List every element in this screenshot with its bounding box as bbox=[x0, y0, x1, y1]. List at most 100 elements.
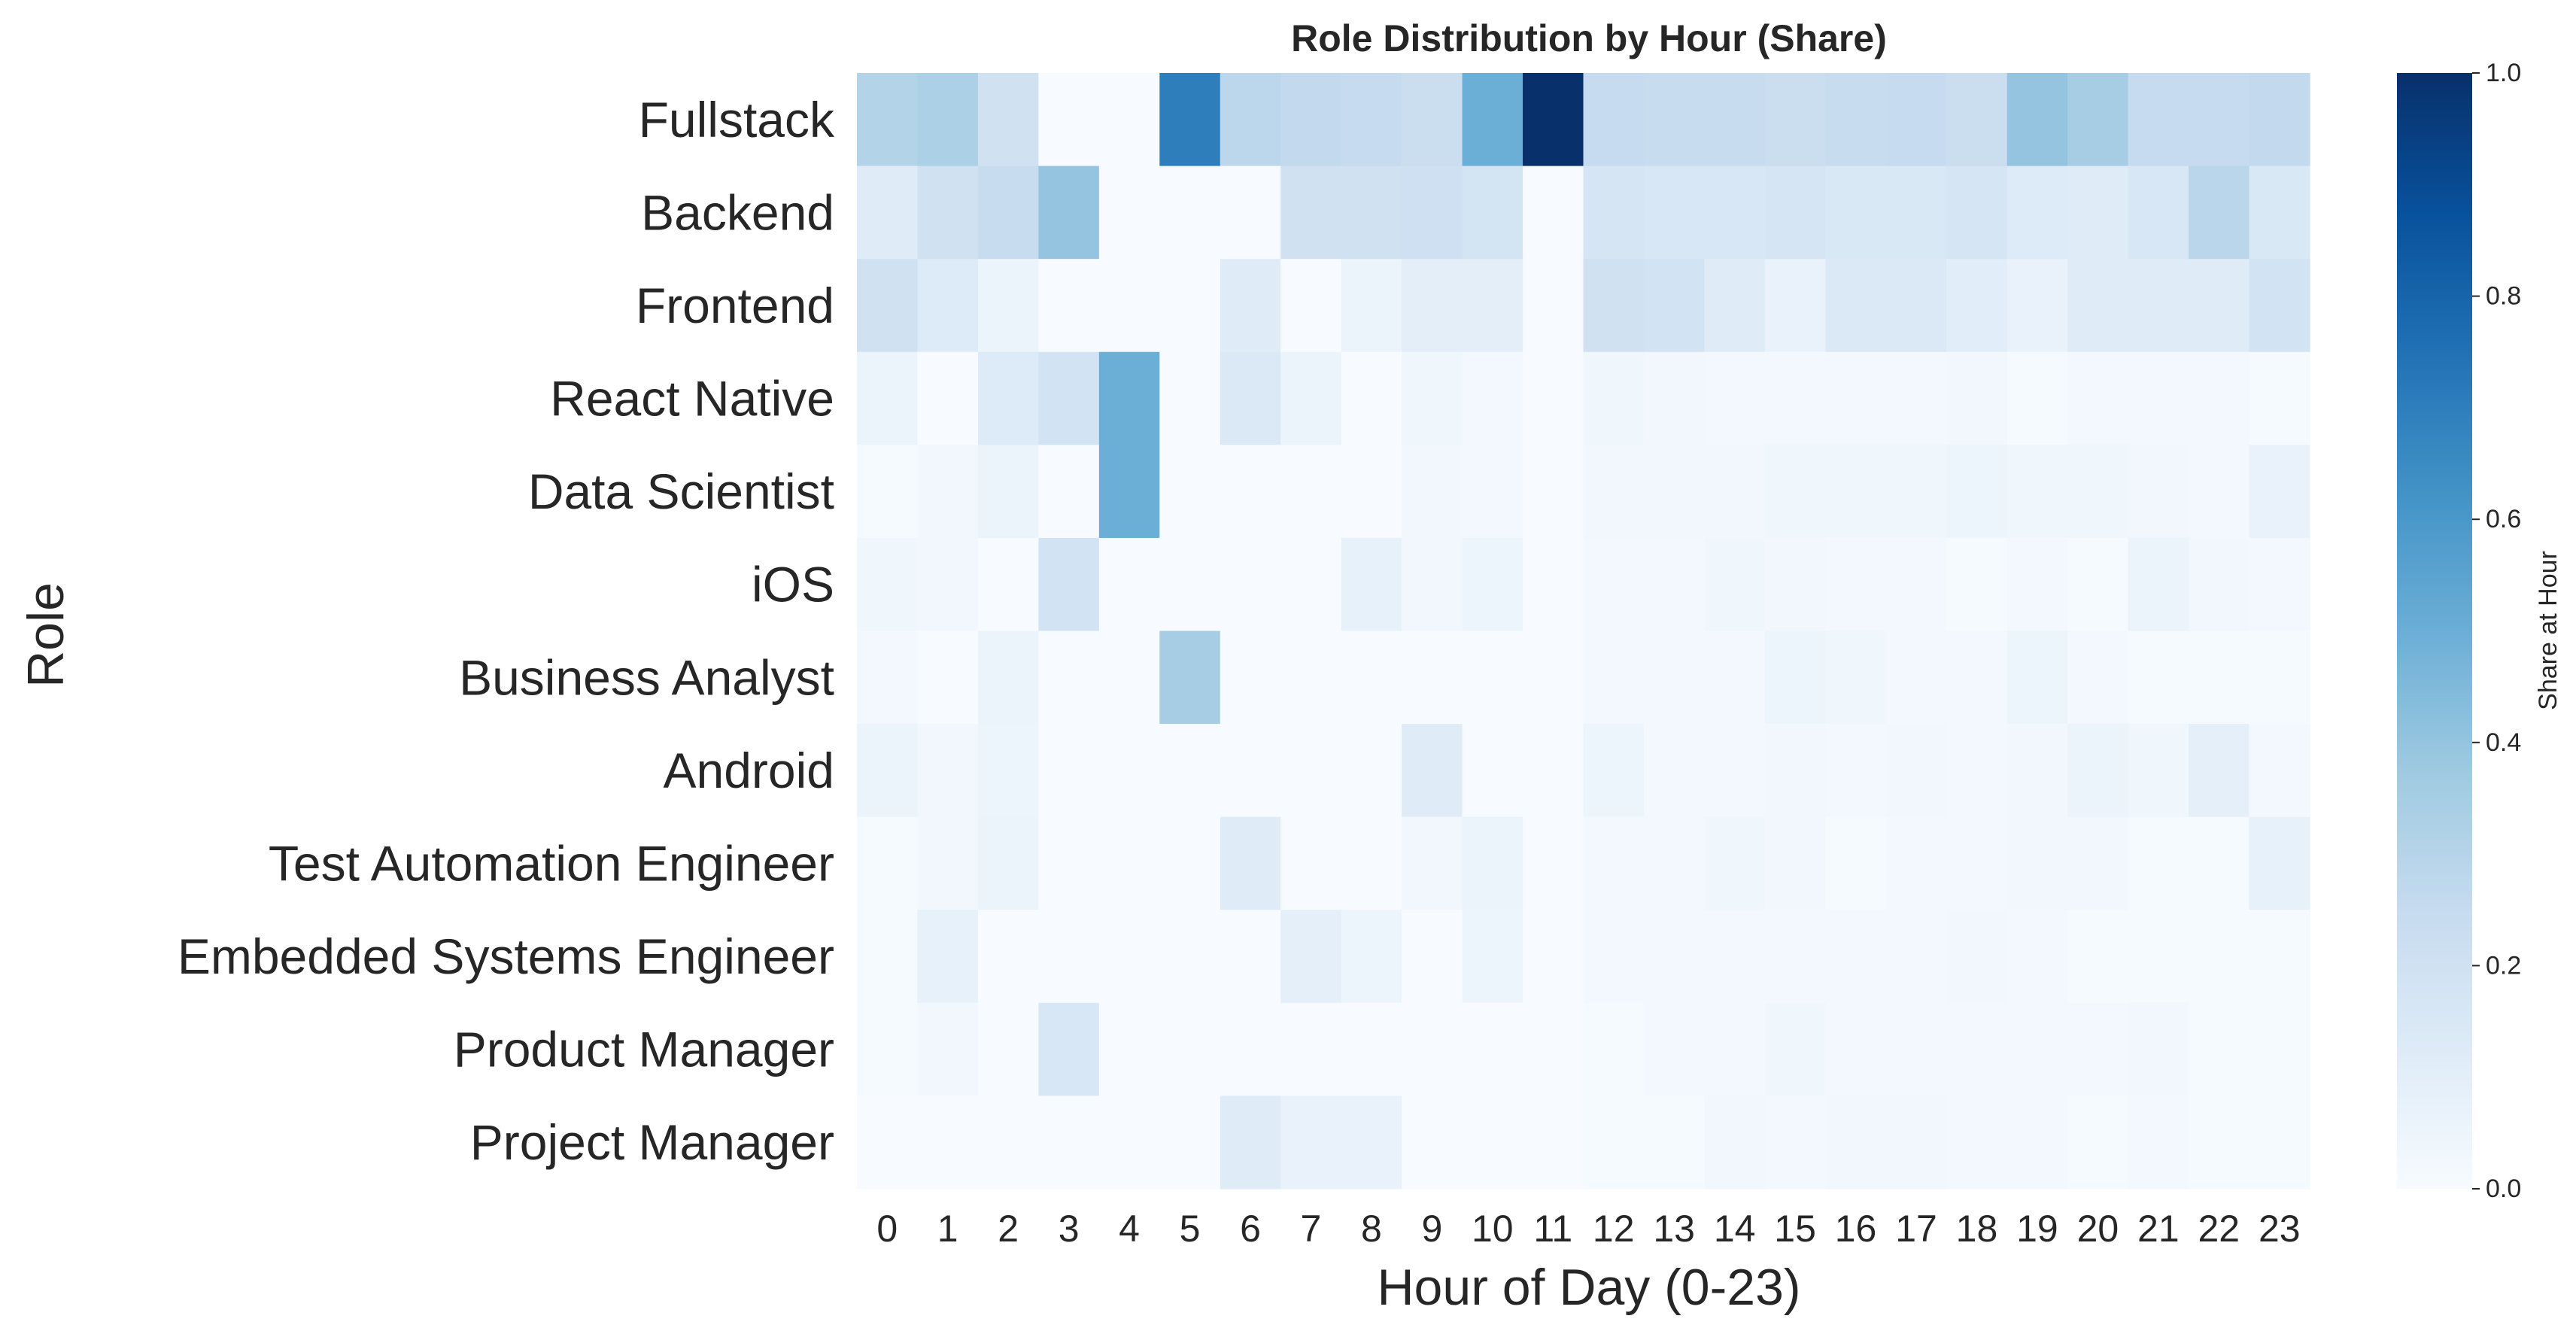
heatmap-cell bbox=[2128, 73, 2189, 167]
heatmap-cell bbox=[2128, 724, 2189, 818]
heatmap-cell bbox=[917, 631, 979, 725]
heatmap-cell bbox=[1462, 724, 1523, 818]
heatmap-cell bbox=[2249, 73, 2310, 167]
heatmap-cell bbox=[1341, 910, 1402, 1004]
heatmap-cell bbox=[2006, 910, 2068, 1004]
colorbar-tick-label: 1.0 bbox=[2486, 59, 2521, 87]
heatmap-cell bbox=[1159, 1002, 1221, 1097]
heatmap-cell bbox=[1704, 259, 1766, 353]
heatmap-cell bbox=[1946, 537, 2008, 632]
x-tick-label: 7 bbox=[1301, 1208, 1322, 1250]
heatmap-cell bbox=[1341, 537, 1402, 632]
heatmap-cell bbox=[1402, 445, 1463, 539]
heatmap-cell bbox=[1704, 166, 1766, 260]
heatmap-cell bbox=[1462, 1002, 1523, 1097]
heatmap-cell bbox=[1462, 816, 1523, 910]
heatmap-cell bbox=[857, 166, 919, 260]
x-tick-label: 5 bbox=[1180, 1208, 1201, 1250]
heatmap-cell bbox=[1523, 724, 1584, 818]
heatmap-cell bbox=[1583, 73, 1645, 167]
y-tick-label: Embedded Systems Engineer bbox=[178, 928, 834, 984]
colorbar-tick-label: 0.2 bbox=[2486, 951, 2521, 980]
heatmap-cell bbox=[2006, 537, 2068, 632]
heatmap-cell bbox=[1402, 631, 1463, 725]
heatmap-cell bbox=[1523, 631, 1584, 725]
heatmap-cells bbox=[857, 73, 2310, 1190]
heatmap-cell bbox=[1764, 1095, 1826, 1190]
heatmap-cell bbox=[2067, 1002, 2129, 1097]
heatmap-cell bbox=[1946, 351, 2008, 445]
heatmap-cell bbox=[2249, 537, 2310, 632]
heatmap-cell bbox=[2006, 816, 2068, 910]
heatmap-cell bbox=[1159, 166, 1221, 260]
heatmap-cell bbox=[2067, 1095, 2129, 1190]
heatmap-cell bbox=[2189, 259, 2250, 353]
x-tick-label: 2 bbox=[998, 1208, 1019, 1250]
heatmap-cell bbox=[1038, 537, 1100, 632]
heatmap-cell bbox=[1220, 1095, 1281, 1190]
heatmap-cell bbox=[1402, 1002, 1463, 1097]
heatmap-cell bbox=[1946, 816, 2008, 910]
heatmap-cell bbox=[1885, 259, 1947, 353]
heatmap-cell bbox=[857, 724, 919, 818]
heatmap-cell bbox=[1825, 1002, 1887, 1097]
x-tick-label: 6 bbox=[1240, 1208, 1261, 1250]
heatmap-cell bbox=[1643, 445, 1706, 539]
y-tick-label: Backend bbox=[641, 184, 834, 240]
heatmap-cell bbox=[1341, 259, 1402, 353]
heatmap-cell bbox=[2128, 166, 2189, 260]
x-tick-label: 9 bbox=[1421, 1208, 1442, 1250]
heatmap-cell bbox=[1885, 537, 1947, 632]
heatmap-cell bbox=[1825, 166, 1887, 260]
heatmap-cell bbox=[2249, 166, 2310, 260]
heatmap-cell bbox=[1583, 1002, 1645, 1097]
heatmap-cell bbox=[977, 1002, 1039, 1097]
x-tick-label: 3 bbox=[1059, 1208, 1080, 1250]
heatmap-cell bbox=[1341, 445, 1402, 539]
heatmap-cell bbox=[1764, 259, 1826, 353]
heatmap-cell bbox=[1523, 1002, 1584, 1097]
heatmap-cell bbox=[1038, 816, 1100, 910]
y-tick-labels: Fullstack Backend Frontend React Native Data… bbox=[178, 92, 835, 1170]
heatmap-cell bbox=[1643, 351, 1706, 445]
heatmap-cell bbox=[1643, 1095, 1706, 1190]
heatmap-cell bbox=[857, 816, 919, 910]
heatmap-cell bbox=[1704, 445, 1766, 539]
heatmap-cell bbox=[1704, 724, 1766, 818]
heatmap-cell bbox=[1825, 724, 1887, 818]
chart-title: Role Distribution by Hour (Share) bbox=[1291, 17, 1887, 59]
heatmap-cell bbox=[1159, 910, 1221, 1004]
heatmap-cell bbox=[1280, 445, 1342, 539]
heatmap-cell bbox=[1523, 445, 1584, 539]
heatmap-cell bbox=[1764, 166, 1826, 260]
x-tick-label: 18 bbox=[1956, 1208, 1998, 1250]
heatmap-cell bbox=[917, 73, 979, 167]
x-tick-label: 1 bbox=[937, 1208, 958, 1250]
heatmap-cell bbox=[1885, 73, 1947, 167]
heatmap-cell bbox=[2067, 166, 2129, 260]
heatmap-cell bbox=[1280, 724, 1342, 818]
heatmap-cell bbox=[2249, 259, 2310, 353]
heatmap-cell bbox=[1704, 910, 1766, 1004]
heatmap-cell bbox=[977, 910, 1039, 1004]
heatmap-cell bbox=[1402, 1095, 1463, 1190]
heatmap-cell bbox=[2067, 816, 2129, 910]
colorbar-tick-label: 0.8 bbox=[2486, 282, 2521, 311]
heatmap-cell bbox=[1643, 73, 1706, 167]
heatmap-cell bbox=[1583, 351, 1645, 445]
heatmap-cell bbox=[1220, 1002, 1281, 1097]
heatmap-cell bbox=[1523, 166, 1584, 260]
heatmap-cell bbox=[1280, 537, 1342, 632]
heatmap-cell bbox=[1038, 1002, 1100, 1097]
heatmap-cell bbox=[1946, 724, 2008, 818]
heatmap-cell bbox=[2067, 73, 2129, 167]
heatmap-cell bbox=[1220, 910, 1281, 1004]
heatmap-cell bbox=[1946, 166, 2008, 260]
heatmap-cell bbox=[2128, 910, 2189, 1004]
heatmap-cell bbox=[1583, 724, 1645, 818]
heatmap-cell bbox=[1402, 724, 1463, 818]
heatmap-cell bbox=[1764, 351, 1826, 445]
heatmap-cell bbox=[1643, 816, 1706, 910]
heatmap-cell bbox=[1825, 351, 1887, 445]
heatmap-cell bbox=[1764, 445, 1826, 539]
